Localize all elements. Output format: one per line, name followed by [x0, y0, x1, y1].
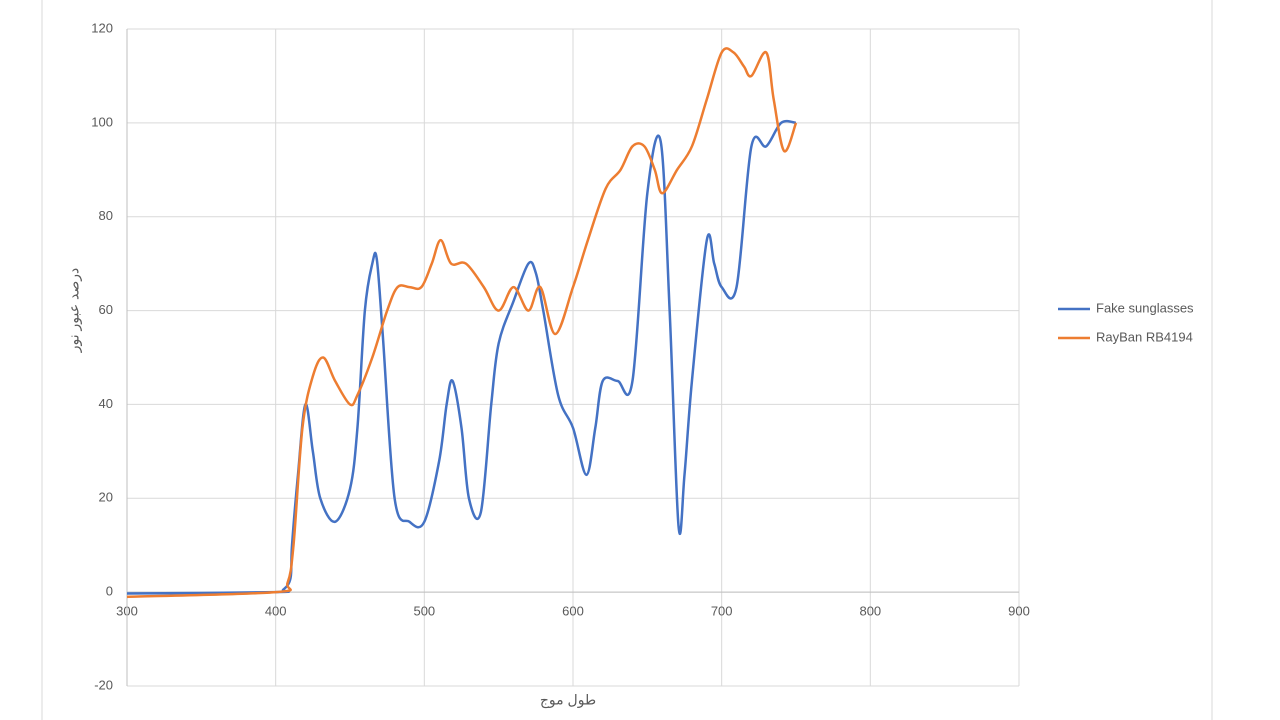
- x-tick-label: 800: [859, 604, 881, 619]
- x-tick-label: 700: [711, 604, 733, 619]
- x-tick-label: 400: [265, 604, 287, 619]
- y-tick-label: 60: [99, 302, 113, 317]
- y-tick-label: 0: [106, 584, 113, 599]
- series-line: [126, 119, 797, 595]
- x-tick-label: 600: [562, 604, 584, 619]
- y-axis-title: درصد عبور نور: [66, 268, 83, 353]
- legend-label: Fake sunglasses: [1096, 300, 1194, 315]
- x-axis-title: طول موج: [540, 692, 596, 709]
- y-tick-label: 80: [99, 208, 113, 223]
- series-line: [126, 47, 798, 599]
- x-tick-label: 900: [1008, 604, 1030, 619]
- y-tick-label: 100: [91, 114, 113, 129]
- y-tick-label: -20: [94, 677, 113, 692]
- y-tick-label: 20: [99, 490, 113, 505]
- y-tick-label: 120: [91, 20, 113, 35]
- y-tick-label: 40: [99, 396, 113, 411]
- legend-label: RayBan RB4194: [1096, 329, 1193, 344]
- x-tick-label: 500: [413, 604, 435, 619]
